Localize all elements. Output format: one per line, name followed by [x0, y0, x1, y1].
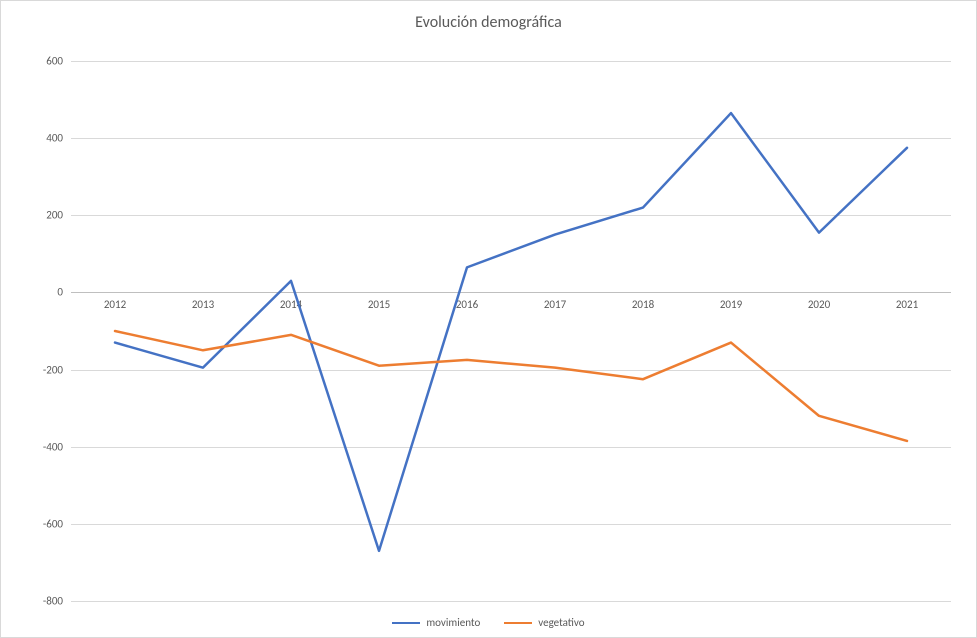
- y-tick-label: -400: [43, 440, 71, 453]
- legend: movimiento vegetativo: [1, 616, 976, 629]
- y-tick-label: 600: [46, 55, 71, 68]
- line-chart: Evolución demográfica -800-600-400-20002…: [0, 0, 977, 638]
- plot-area: -800-600-400-200020040060020122013201420…: [71, 61, 951, 601]
- legend-item-vegetativo: vegetativo: [504, 616, 584, 629]
- y-tick-label: 0: [57, 286, 71, 299]
- series-line-movimiento: [115, 113, 907, 551]
- chart-title: Evolución demográfica: [1, 13, 976, 32]
- legend-swatch: [392, 622, 420, 624]
- series-line-vegetativo: [115, 331, 907, 441]
- y-tick-label: 200: [46, 209, 71, 222]
- gridline: [71, 601, 951, 602]
- y-tick-label: 400: [46, 132, 71, 145]
- y-tick-label: -200: [43, 363, 71, 376]
- legend-label: movimiento: [426, 616, 480, 629]
- y-tick-label: -600: [43, 517, 71, 530]
- legend-item-movimiento: movimiento: [392, 616, 480, 629]
- legend-label: vegetativo: [538, 616, 584, 629]
- series-lines: [71, 61, 951, 601]
- legend-swatch: [504, 622, 532, 624]
- y-tick-label: -800: [43, 595, 71, 608]
